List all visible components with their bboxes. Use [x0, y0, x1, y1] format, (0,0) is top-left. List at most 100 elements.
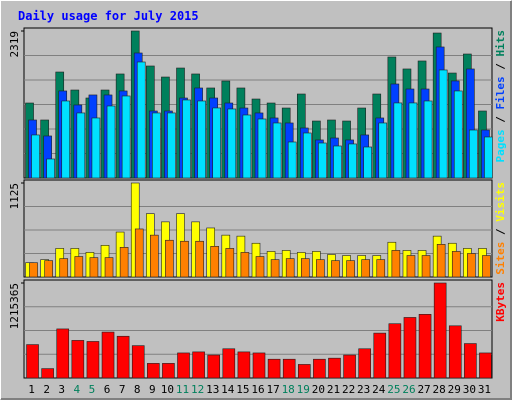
x-tick-label: 15: [236, 383, 249, 396]
x-tick-label: 4: [74, 383, 81, 396]
bar: [165, 239, 174, 278]
bar: [59, 258, 69, 278]
bar: [482, 255, 491, 278]
x-tick-label: 7: [119, 383, 126, 396]
bar: [436, 244, 446, 278]
x-tick-label: 21: [327, 383, 340, 396]
bar: [74, 256, 84, 278]
bar: [116, 335, 130, 379]
legend-separator: /: [494, 222, 507, 242]
bar: [177, 352, 190, 379]
bar: [167, 112, 176, 179]
bar: [467, 253, 476, 278]
legend-entry: Pages: [494, 129, 507, 162]
bar: [287, 141, 297, 179]
x-tick-label: 6: [104, 383, 111, 396]
bar: [182, 99, 191, 179]
bar: [421, 255, 431, 278]
chart-title: Daily usage for July 2015: [18, 9, 199, 23]
bar: [423, 100, 433, 179]
bar: [121, 95, 131, 179]
x-tick-label: 17: [266, 383, 279, 396]
bar: [363, 146, 372, 179]
bar: [358, 348, 371, 379]
bar: [222, 348, 236, 379]
x-tick-label: 16: [251, 383, 264, 396]
y-tick-label: 1215365: [8, 283, 21, 329]
bar: [343, 354, 356, 379]
bar: [433, 282, 447, 379]
legend-separator: /: [494, 110, 507, 130]
bar: [29, 262, 38, 278]
bar: [469, 129, 478, 179]
x-tick-label: 27: [417, 383, 430, 396]
bar: [313, 358, 326, 379]
bar: [361, 259, 370, 278]
x-tick-label: 30: [463, 383, 476, 396]
bar: [418, 314, 432, 379]
bar: [255, 256, 265, 278]
bar: [76, 112, 86, 179]
x-tick-label: 2: [43, 383, 50, 396]
bar: [106, 105, 116, 179]
legend-entry: Visits: [494, 182, 507, 222]
bar: [180, 240, 189, 278]
bar: [408, 102, 418, 179]
bar: [192, 351, 205, 379]
bar: [152, 112, 161, 179]
bar: [331, 260, 340, 278]
bar: [197, 100, 206, 179]
bar: [348, 143, 357, 179]
bar: [26, 344, 39, 379]
x-tick-label: 22: [342, 383, 355, 396]
bar: [393, 102, 403, 179]
bar: [448, 325, 462, 379]
x-tick-label: 9: [149, 383, 156, 396]
bar: [227, 108, 237, 179]
bar: [406, 255, 416, 278]
x-tick-label: 10: [161, 383, 174, 396]
x-tick-label: 12: [191, 383, 204, 396]
bar: [86, 341, 100, 379]
x-tick-label: 19: [297, 383, 310, 396]
bar: [438, 69, 448, 179]
bar: [89, 257, 99, 278]
bar: [240, 252, 250, 278]
x-tick-label: 29: [448, 383, 461, 396]
bar: [225, 248, 235, 278]
bar: [41, 368, 54, 379]
bar: [147, 363, 160, 379]
x-tick-label: 23: [357, 383, 370, 396]
bar: [302, 132, 312, 179]
bar: [162, 363, 175, 379]
legend: KBytes: [494, 282, 507, 322]
x-tick-label: 14: [221, 383, 235, 396]
bar: [285, 258, 295, 278]
x-tick-label: 20: [312, 383, 325, 396]
bar: [464, 343, 477, 379]
x-tick-label: 1: [28, 383, 35, 396]
x-tick-label: 18: [282, 383, 295, 396]
bar: [373, 332, 387, 379]
x-tick-label: 11: [176, 383, 189, 396]
bar: [56, 328, 70, 379]
legend-entry: Hits: [494, 30, 507, 57]
bar: [318, 142, 327, 179]
bar: [210, 246, 220, 278]
bar: [101, 331, 115, 379]
x-tick-label: 31: [478, 383, 491, 396]
x-tick-label: 28: [433, 383, 446, 396]
bar: [300, 258, 310, 278]
bar: [212, 107, 222, 179]
legend-entry: Sites: [494, 242, 507, 275]
y-tick-label: 2319: [8, 31, 21, 58]
x-tick-label: 3: [58, 383, 65, 396]
bar: [403, 317, 417, 379]
bar: [46, 158, 55, 179]
bar: [451, 251, 461, 278]
bar: [388, 323, 402, 379]
bar: [207, 354, 221, 379]
bar: [376, 259, 386, 278]
